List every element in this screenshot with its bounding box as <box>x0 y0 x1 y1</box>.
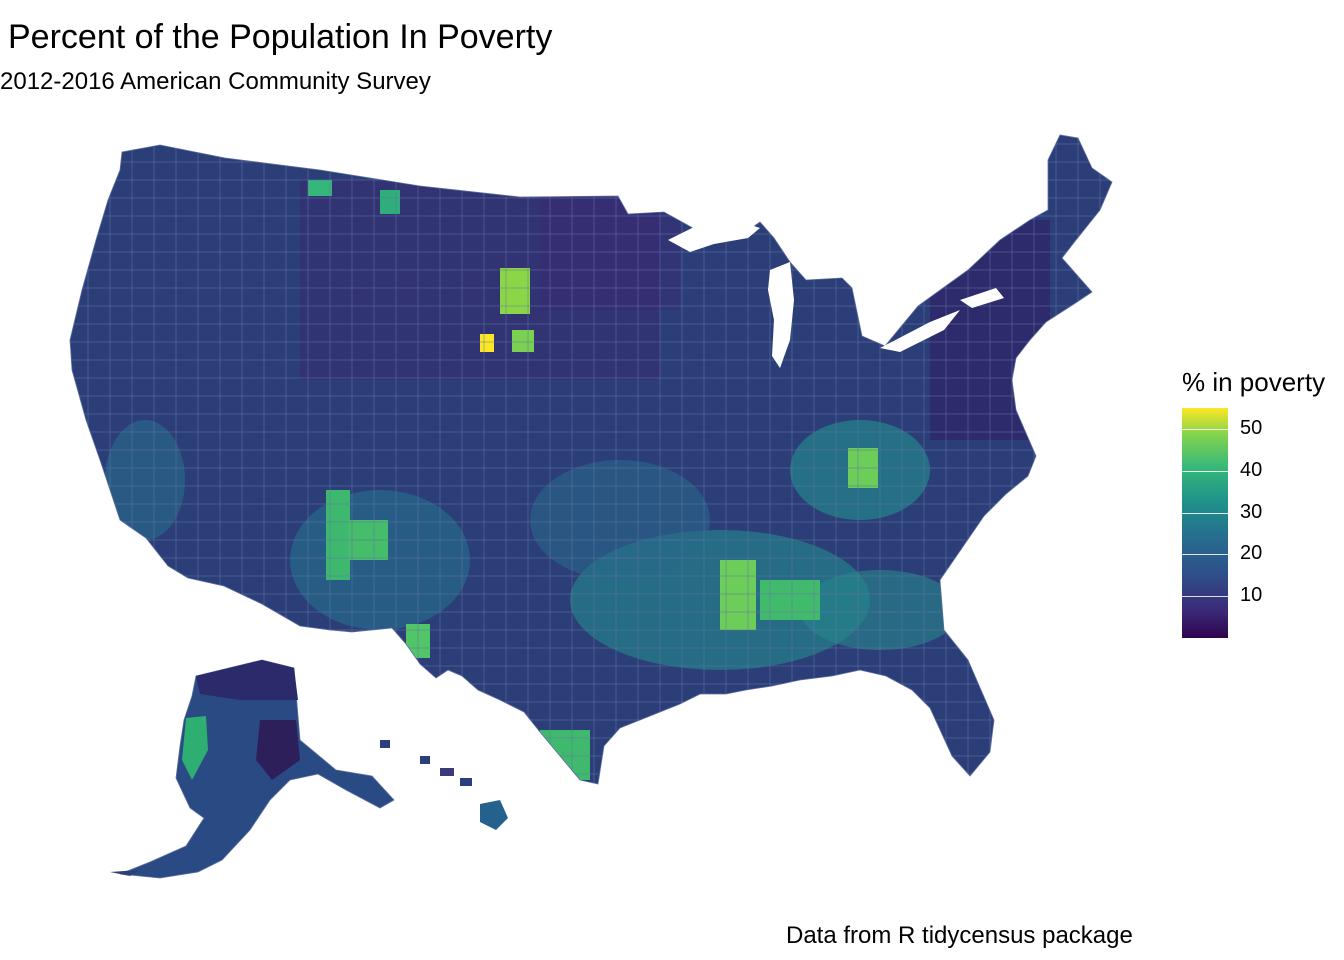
alaska-region <box>110 659 395 879</box>
legend-tick-label: 20 <box>1240 542 1263 565</box>
caption: Data from R tidycensus package <box>786 922 1133 949</box>
chart-title: Percent of the Population In Poverty <box>8 18 553 56</box>
hawaii-region <box>380 740 508 830</box>
chart-subtitle: 2012-2016 American Community Survey <box>0 68 431 95</box>
legend-tick-label: 50 <box>1240 416 1263 439</box>
legend-tick-mark <box>1182 554 1228 556</box>
legend-colorbar <box>1182 408 1228 638</box>
legend-tick-mark <box>1182 512 1228 514</box>
legend-tick-label: 30 <box>1240 500 1263 523</box>
legend-title: % in poverty <box>1182 367 1326 397</box>
legend-tick-mark <box>1182 470 1228 472</box>
legend-tick-label: 40 <box>1240 458 1263 481</box>
legend-tick-mark <box>1182 428 1228 430</box>
legend-tick-label: 10 <box>1240 584 1263 607</box>
legend-tick-mark <box>1182 596 1228 598</box>
